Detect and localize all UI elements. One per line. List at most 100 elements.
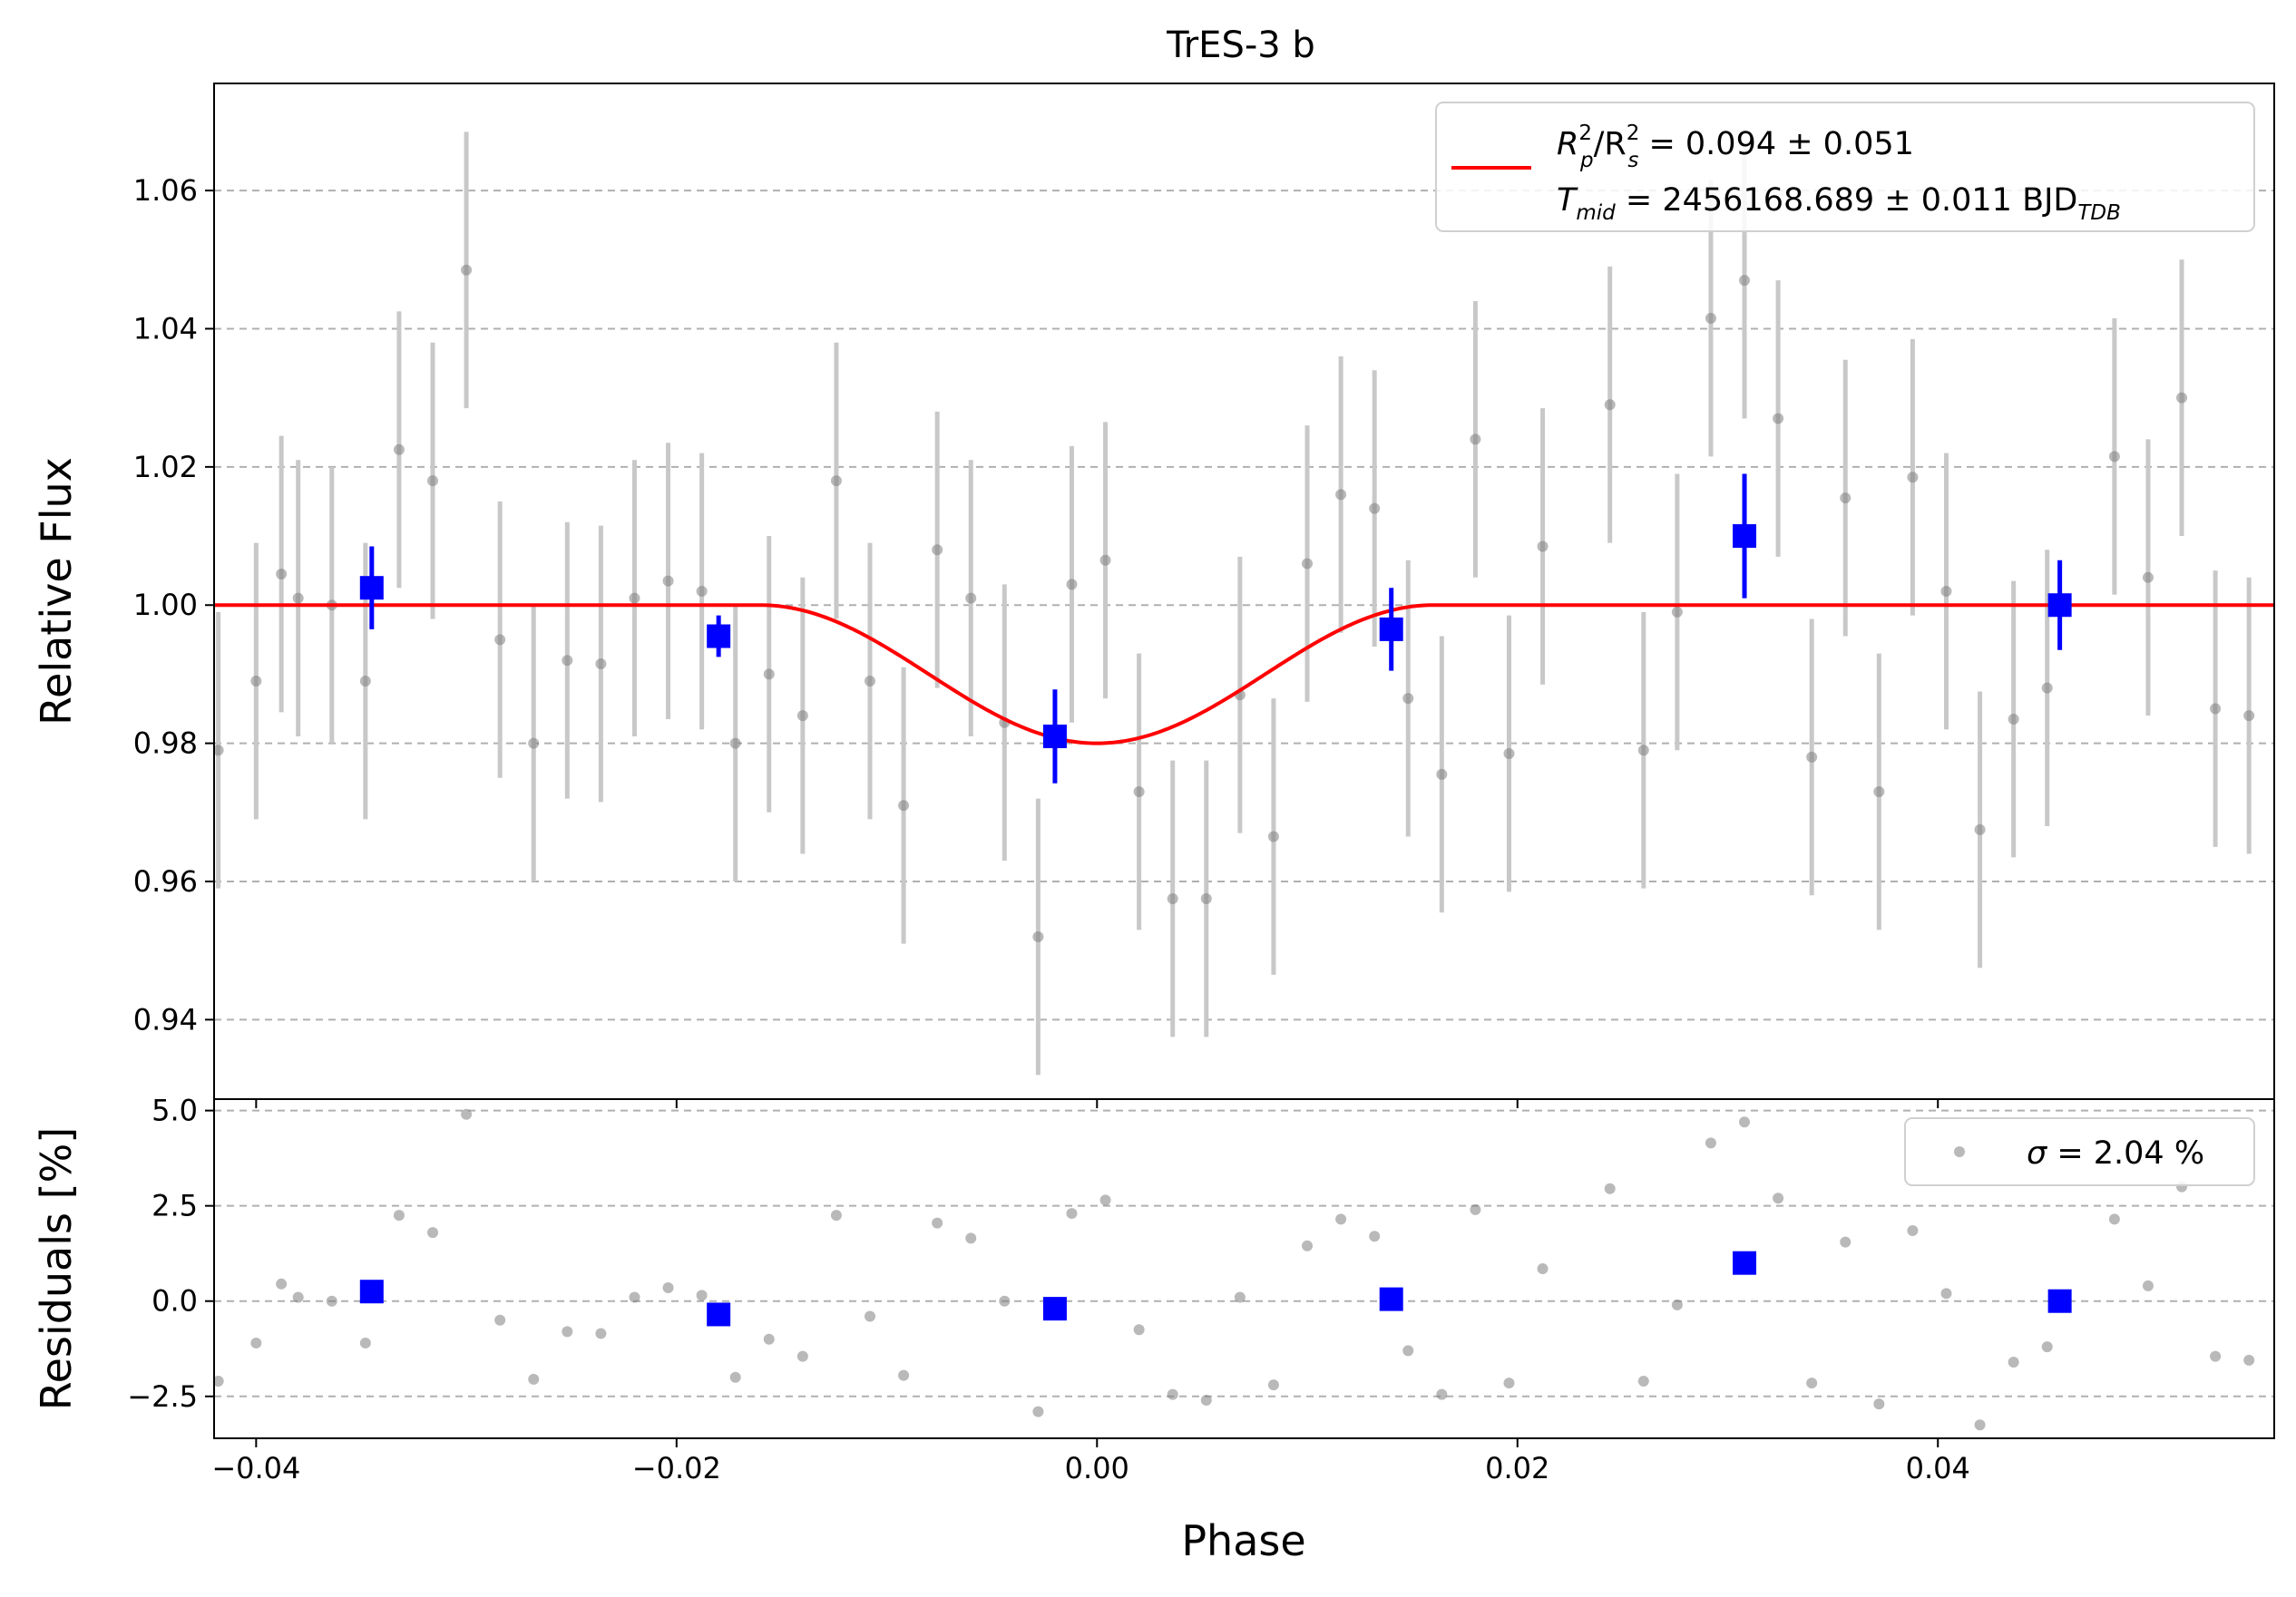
- residual-point: [965, 1232, 977, 1244]
- light-curve-panel: 0.94 0.96 0.98 1.00 1.02 1.04 1.06 Relative Fl…: [32, 83, 2286, 1100]
- residuals-ytick-label: 5.0: [151, 1094, 198, 1128]
- raw-point: [763, 668, 775, 680]
- raw-point: [1537, 540, 1549, 552]
- binned-residual-point: [707, 1302, 731, 1327]
- residual-point: [2008, 1356, 2019, 1368]
- residual-point: [729, 1371, 741, 1383]
- raw-point: [1099, 554, 1111, 566]
- residuals-x-ticks: −0.04 −0.02 0.00 0.02 0.04: [211, 1099, 1970, 1485]
- residuals-ylabel: Residuals [%]: [32, 1127, 81, 1410]
- residual-point: [1503, 1378, 1515, 1389]
- residual-point: [1537, 1263, 1549, 1274]
- binned-residual-point: [1379, 1287, 1403, 1311]
- raw-point: [662, 575, 674, 587]
- residuals-y-ticks: −2.5 0.0 2.5 5.0: [127, 1094, 214, 1414]
- raw-point: [932, 544, 943, 556]
- residual-point: [999, 1295, 1011, 1307]
- raw-point: [2041, 682, 2053, 694]
- light-curve-ytick-label: 1.04: [133, 311, 198, 346]
- raw-point: [1739, 275, 1751, 287]
- residual-point: [1369, 1231, 1381, 1242]
- residual-point: [1066, 1208, 1078, 1220]
- residuals-ytick-label: −2.5: [127, 1379, 198, 1414]
- residual-point: [326, 1295, 337, 1307]
- binned-residual-point: [2047, 1289, 2072, 1313]
- residual-point: [2041, 1341, 2053, 1353]
- residual-point: [1133, 1324, 1145, 1336]
- raw-point: [965, 592, 977, 604]
- residual-point: [1705, 1137, 1716, 1149]
- x-tick-label: 0.00: [1065, 1451, 1129, 1485]
- residual-point: [1099, 1194, 1111, 1206]
- residual-point: [528, 1373, 540, 1385]
- residuals-ytick-label: 0.0: [151, 1284, 198, 1319]
- residual-point: [461, 1108, 473, 1120]
- residual-point: [1940, 1288, 1952, 1300]
- raw-point: [562, 655, 573, 667]
- raw-point: [2243, 710, 2255, 722]
- raw-point: [276, 568, 288, 579]
- light-curve-ytick-label: 1.02: [133, 450, 198, 484]
- residual-point: [1806, 1378, 1818, 1389]
- raw-point: [2275, 794, 2286, 804]
- x-tick-label: 0.04: [1906, 1451, 1970, 1485]
- binned-point: [1042, 725, 1067, 748]
- raw-point: [2210, 703, 2222, 715]
- raw-point: [865, 676, 876, 687]
- residual-point: [1302, 1240, 1314, 1251]
- raw-point: [1773, 413, 1784, 424]
- residual-point: [1402, 1345, 1414, 1357]
- raw-point: [427, 475, 439, 487]
- raw-point: [393, 443, 405, 455]
- legend-tmid-label: Tmid = 2456168.689 ± 0.011 BJDTDB: [1557, 182, 2121, 225]
- x-axis-label: Phase: [1181, 1516, 1305, 1565]
- legend-sigma-label: σ = 2.04 %: [2027, 1135, 2204, 1172]
- raw-point: [494, 634, 506, 646]
- raw-point: [1637, 745, 1649, 756]
- residual-point: [292, 1291, 304, 1303]
- residuals-raw-points: [214, 1108, 2255, 1431]
- raw-point: [528, 737, 540, 749]
- x-tick-label: −0.02: [632, 1451, 721, 1485]
- residual-point: [562, 1326, 573, 1338]
- light-curve-ylabel: Relative Flux: [32, 457, 81, 725]
- binned-point: [1733, 524, 1757, 549]
- raw-point: [250, 676, 262, 687]
- residual-point: [250, 1337, 262, 1349]
- light-curve-legend: R2 p/R2 s = 0.094 ± 0.051 Tmid = 2456168.6…: [1435, 102, 2255, 232]
- raw-point: [2008, 713, 2019, 725]
- residual-point: [1167, 1388, 1178, 1400]
- residual-point: [1637, 1375, 1649, 1387]
- residual-point: [2142, 1280, 2154, 1291]
- residual-point: [932, 1217, 943, 1229]
- raw-point: [1066, 579, 1078, 590]
- residual-point: [1773, 1193, 1784, 1204]
- x-tick-label: 0.02: [1485, 1451, 1549, 1485]
- legend-box: [1904, 1117, 2255, 1186]
- residual-point: [865, 1310, 876, 1322]
- raw-point: [1503, 748, 1515, 760]
- residual-point: [629, 1291, 640, 1303]
- residuals-legend: σ = 2.04 %: [1904, 1117, 2255, 1186]
- residual-point: [662, 1282, 674, 1294]
- light-curve-y-ticks: 0.94 0.96 0.98 1.00 1.02 1.04 1.06: [133, 173, 214, 1037]
- binned-residual-point: [1042, 1297, 1067, 1321]
- raw-point: [1705, 313, 1716, 325]
- binned-point: [2047, 593, 2072, 618]
- raw-point: [1873, 785, 1885, 797]
- light-curve-frame: [213, 83, 2275, 1100]
- raw-point: [729, 737, 741, 749]
- light-curve-ytick-label: 0.98: [133, 726, 198, 761]
- legend-depth-label: R2 p/R2 s = 0.094 ± 0.051: [1557, 122, 1914, 172]
- residuals-ytick-label: 2.5: [151, 1189, 198, 1223]
- raw-point: [1167, 893, 1178, 905]
- residual-point: [494, 1314, 506, 1326]
- x-tick-label: −0.04: [211, 1451, 300, 1485]
- raw-point: [1032, 930, 1044, 942]
- raw-point: [1974, 823, 1986, 835]
- residuals-binned-points: [359, 1251, 2072, 1327]
- light-curve-ytick-label: 1.06: [133, 173, 198, 208]
- raw-point: [796, 710, 808, 722]
- residual-point: [1234, 1291, 1246, 1303]
